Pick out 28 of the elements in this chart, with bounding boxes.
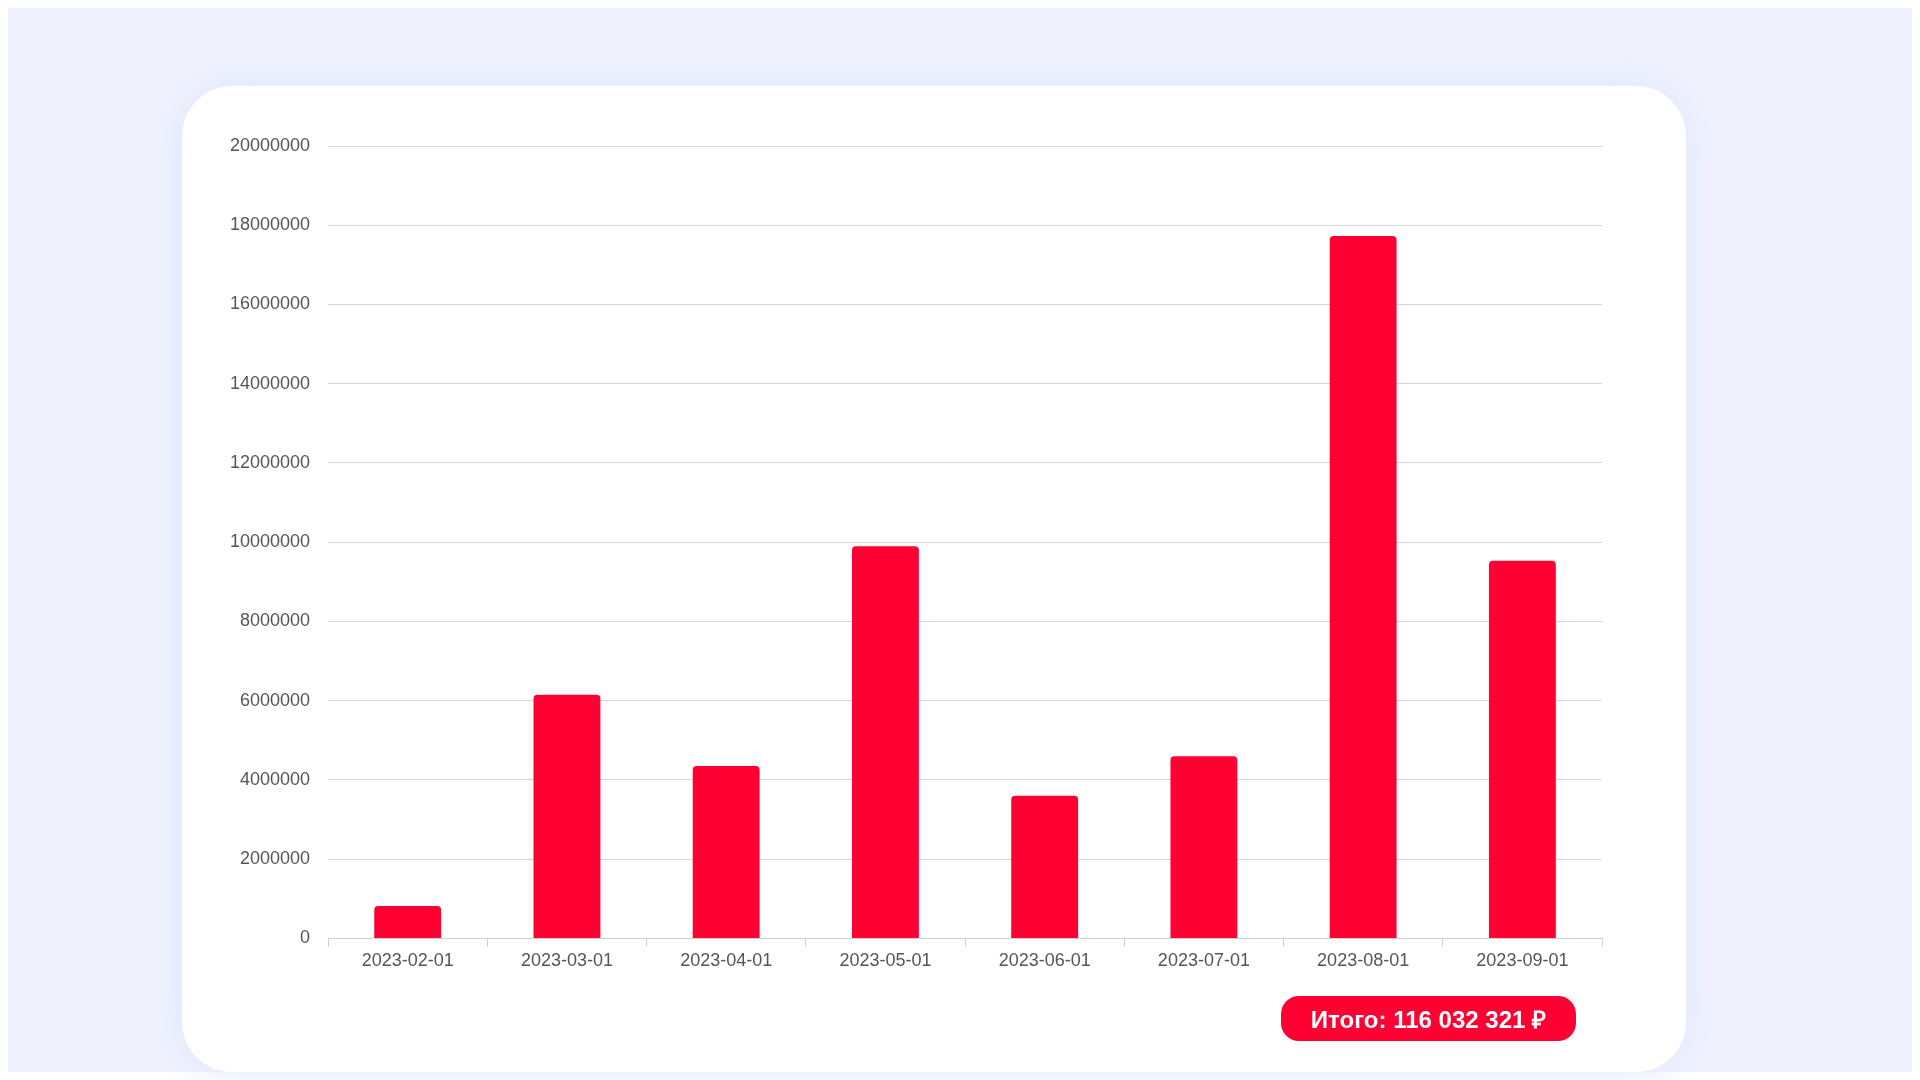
bar [533,694,601,938]
bar [1011,795,1079,938]
y-tick-label: 12000000 [229,451,311,472]
x-tick-label: 2023-08-01 [1317,950,1410,971]
y-tick-label: 6000000 [240,689,311,710]
x-tick-label: 2023-05-01 [839,950,932,971]
y-tick-label: 14000000 [229,372,311,393]
x-tick-label: 2023-09-01 [1476,950,1569,971]
y-tick-label: 2000000 [240,848,311,869]
y-tick-label: 18000000 [229,214,311,235]
y-tick-label: 16000000 [229,293,311,314]
y-tick-label: 10000000 [229,531,311,552]
y-tick-label: 8000000 [240,610,311,631]
bar [1170,756,1238,938]
x-tick-label: 2023-06-01 [998,950,1091,971]
y-tick-label: 20000000 [229,134,311,155]
bar [1488,560,1556,938]
bar [1329,235,1397,938]
y-tick-label: 0 [300,927,311,948]
bar [692,766,760,938]
bar [851,546,919,938]
x-tick-label: 2023-03-01 [520,950,613,971]
y-tick-label: 4000000 [240,768,311,789]
bar [374,905,442,938]
x-tick-label: 2023-07-01 [1157,950,1250,971]
x-tick-label: 2023-02-01 [361,950,454,971]
text: Итого: 116 032 321 ₽ [1280,996,1576,1041]
x-tick-label: 2023-04-01 [680,950,773,971]
